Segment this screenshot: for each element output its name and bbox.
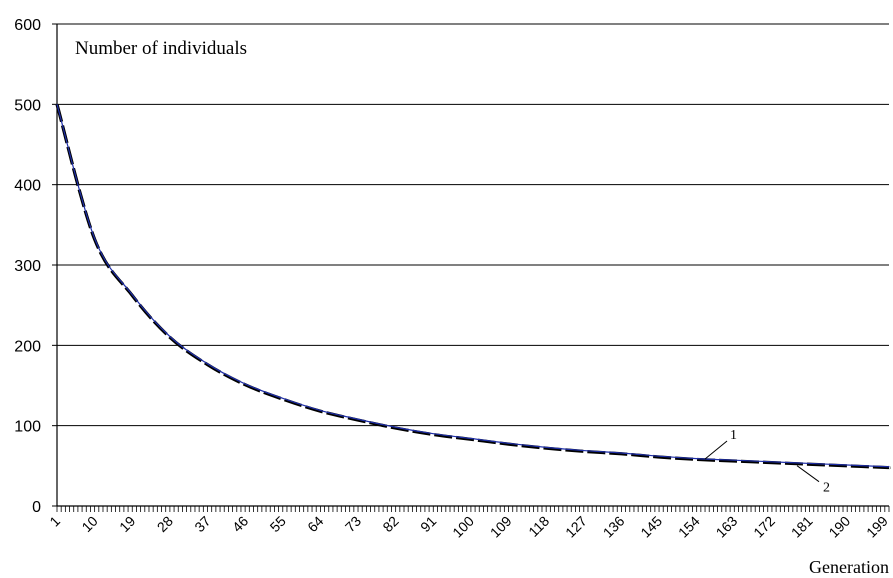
- x-tick-label: 55: [267, 513, 289, 535]
- annotations: 12: [704, 428, 830, 496]
- series-lines: [55, 103, 891, 470]
- x-tick-label: 190: [825, 513, 853, 541]
- x-tick-label: 19: [116, 513, 138, 535]
- series-line-2: [55, 103, 891, 470]
- annotation-leader-2: [796, 465, 820, 483]
- x-tick-label: 163: [713, 513, 741, 541]
- x-tick-label: 154: [675, 513, 703, 541]
- x-tick-label: 46: [229, 513, 251, 535]
- x-tick-label: 100: [449, 513, 477, 541]
- x-tick-label: 37: [191, 513, 213, 535]
- x-tick-label: 1: [46, 513, 63, 530]
- x-tick-label: 91: [417, 513, 439, 535]
- annotation-label-2: 2: [823, 481, 830, 496]
- series-line-1: [56, 104, 890, 468]
- x-tick-labels: 1 10 19 28 37 46 55 64 73 82 91 100 109 118 127 136 145 1…: [46, 513, 891, 541]
- x-tick-label: 145: [637, 513, 665, 541]
- x-tick-label: 181: [788, 513, 816, 541]
- y-tick-label: 300: [14, 258, 41, 275]
- y-axis-label: Number of individuals: [75, 38, 247, 59]
- x-tick-label: 73: [342, 513, 364, 535]
- y-tick-label: 200: [14, 338, 41, 355]
- y-tick-label: 500: [14, 97, 41, 114]
- x-tick-label: 64: [304, 513, 326, 535]
- x-tick-label: 118: [525, 513, 552, 540]
- x-tick-label: 28: [154, 513, 176, 535]
- x-tick-label: 109: [487, 513, 515, 541]
- annotation-leader-1: [704, 440, 728, 460]
- y-tick-labels: 0 100 200 300 400 500 600: [14, 17, 41, 516]
- y-tick-label: 400: [14, 178, 41, 195]
- gridlines: [57, 23, 889, 427]
- x-tick-label: 136: [600, 513, 628, 541]
- x-axis-label: Generation: [809, 557, 889, 577]
- annotation-label-1: 1: [730, 428, 737, 443]
- x-tick-label: 10: [78, 513, 100, 535]
- x-tick-label: 82: [379, 513, 401, 535]
- x-tick-label: 127: [562, 513, 590, 541]
- y-tick-label: 100: [14, 419, 41, 436]
- y-tick-label: 600: [14, 17, 41, 34]
- y-tick-label: 0: [32, 499, 41, 516]
- x-tick-label: 199: [863, 513, 891, 541]
- x-tick-label: 172: [750, 513, 778, 541]
